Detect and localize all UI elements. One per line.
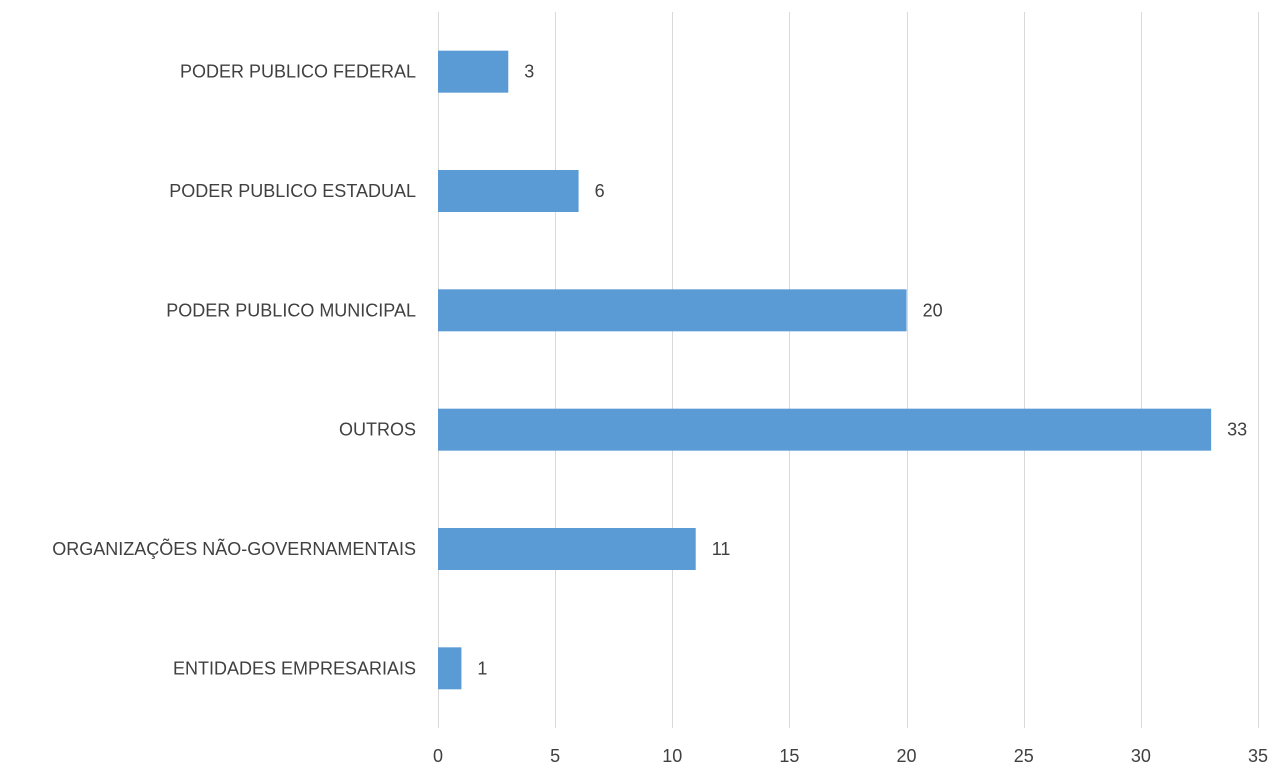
x-tick-label: 30: [1131, 746, 1151, 766]
category-label: ORGANIZAÇÕES NÃO-GOVERNAMENTAIS: [52, 538, 416, 559]
data-label: 33: [1227, 420, 1247, 440]
category-label: PODER PUBLICO FEDERAL: [180, 62, 416, 82]
data-label: 6: [595, 181, 605, 201]
data-label: 1: [477, 658, 487, 678]
category-labels: PODER PUBLICO FEDERAL PODER PUBLICO ESTAD…: [52, 62, 416, 679]
x-tick-label: 35: [1248, 746, 1268, 766]
x-tick-label: 20: [897, 746, 917, 766]
gridlines: [438, 12, 1259, 728]
bar: [438, 50, 509, 93]
category-label: PODER PUBLICO MUNICIPAL: [166, 300, 416, 320]
bar: [438, 170, 579, 212]
bar: [438, 647, 462, 690]
x-tick-label: 15: [779, 746, 799, 766]
x-tick-label: 5: [550, 746, 560, 766]
bar: [438, 408, 1212, 451]
data-label: 11: [712, 539, 731, 559]
category-label: PODER PUBLICO ESTADUAL: [169, 181, 416, 201]
x-tick-label: 10: [662, 746, 682, 766]
category-label: OUTROS: [339, 420, 416, 440]
data-label: 3: [524, 62, 534, 82]
data-label: 20: [923, 300, 943, 320]
category-label: ENTIDADES EMPRESARIAIS: [173, 658, 416, 678]
x-tick-label: 0: [433, 746, 443, 766]
bar: [438, 289, 907, 332]
x-tick-label: 25: [1014, 746, 1034, 766]
x-tick-labels: 0 5 10 15 20 25 30 35: [433, 746, 1268, 766]
bars: [438, 50, 1212, 690]
bar: [438, 528, 696, 570]
